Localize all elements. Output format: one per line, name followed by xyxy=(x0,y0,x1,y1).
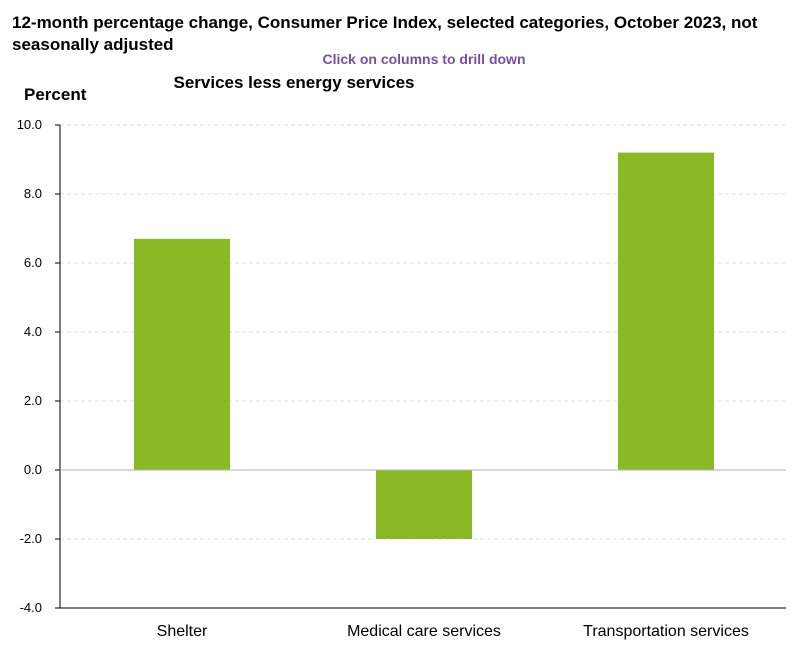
x-axis-ticks: Shelter Medical care services Transportati… xyxy=(157,623,749,640)
x-tick-label: Medical care services xyxy=(347,623,501,640)
y-tick-label: -4.0 xyxy=(20,600,42,615)
y-tick-label: 8.0 xyxy=(24,186,42,201)
chart-title-line-1: 12-month percentage change, Consumer Pri… xyxy=(12,13,758,32)
y-tick-label: 2.0 xyxy=(24,393,42,408)
chart-title-line-2: seasonally adjusted xyxy=(12,35,174,54)
y-tick-label: 4.0 xyxy=(24,324,42,339)
bar-shelter[interactable] xyxy=(134,238,230,470)
bars xyxy=(134,152,714,539)
y-tick-label: 0.0 xyxy=(24,462,42,477)
x-tick-label: Shelter xyxy=(157,623,208,640)
x-tick-label: Transportation services xyxy=(583,623,749,640)
y-axis-title: Percent xyxy=(24,85,87,104)
drill-down-hint: Click on columns to drill down xyxy=(322,51,525,67)
bar-medical-care-services[interactable] xyxy=(376,470,472,539)
y-tick-label: -2.0 xyxy=(20,531,42,546)
y-axis-ticks: 10.0 8.0 6.0 4.0 2.0 0.0 -2.0 -4.0 xyxy=(17,117,42,615)
y-tick-label: 10.0 xyxy=(17,117,42,132)
axes xyxy=(55,124,786,609)
y-tick-label: 6.0 xyxy=(24,255,42,270)
bar-transportation-services[interactable] xyxy=(618,152,714,470)
chart-subtitle: Services less energy services xyxy=(173,73,414,92)
